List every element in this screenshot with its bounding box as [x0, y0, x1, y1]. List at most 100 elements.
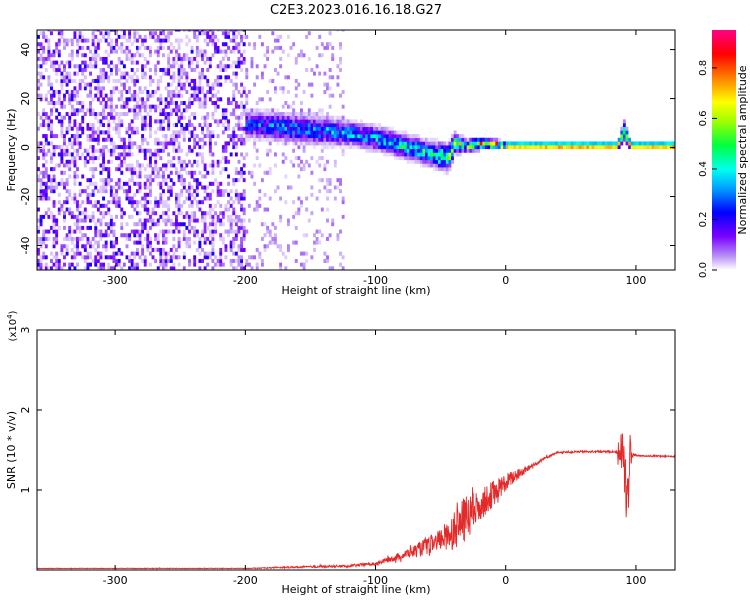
heatmap-cell — [320, 137, 324, 142]
heatmap-cell — [203, 240, 207, 245]
heatmap-cell — [250, 134, 254, 139]
heatmap-cell — [206, 134, 210, 139]
heatmap-cell — [320, 126, 324, 131]
heatmap-cell — [326, 145, 329, 150]
heatmap-cell — [260, 115, 264, 120]
heatmap-cell — [453, 141, 457, 146]
heatmap-cell — [224, 64, 228, 69]
heatmap-cell — [237, 64, 241, 69]
heatmap-cell — [120, 159, 124, 164]
heatmap-cell — [156, 236, 160, 241]
heatmap-cell — [91, 203, 95, 208]
heatmap-cell — [169, 229, 173, 234]
heatmap-cell — [240, 101, 244, 105]
heatmap-cell — [120, 71, 124, 76]
heatmap-cell — [273, 38, 277, 43]
heatmap-cell — [417, 134, 421, 139]
heatmap-cell — [107, 207, 111, 212]
heatmap-cell — [146, 185, 150, 190]
heatmap-cell — [294, 78, 298, 83]
heatmap-cell — [133, 170, 137, 175]
heatmap-cell — [370, 137, 374, 142]
heatmap-cell — [214, 262, 217, 267]
heatmap-cell — [177, 196, 181, 201]
heatmap-cell — [284, 112, 288, 117]
heatmap-cell — [94, 60, 98, 65]
heatmap-cell — [292, 214, 296, 219]
heatmap-cell — [219, 211, 223, 216]
heatmap-cell — [255, 108, 259, 113]
heatmap-cell — [292, 112, 296, 117]
heatmap-cell — [268, 115, 272, 120]
heatmap-cell — [237, 225, 241, 230]
heatmap-cell — [219, 30, 223, 32]
heatmap-cell — [154, 233, 158, 238]
heatmap-cell — [133, 90, 137, 94]
heatmap-cell — [102, 266, 105, 270]
heatmap-cell — [495, 137, 499, 142]
heatmap-cell — [596, 141, 600, 146]
heatmap-cell — [214, 225, 217, 230]
heatmap-cell — [247, 123, 251, 128]
heatmap-cell — [315, 126, 319, 131]
heatmap-cell — [125, 130, 129, 135]
heatmap-cell — [39, 222, 43, 227]
heatmap-cell — [60, 203, 64, 208]
heatmap-cell — [94, 222, 98, 227]
heatmap-cell — [232, 236, 236, 241]
heatmap-cell — [60, 130, 64, 135]
heatmap-cell — [229, 134, 233, 139]
heatmap-cell — [65, 75, 69, 80]
heatmap-cell — [180, 222, 184, 227]
heatmap-cell — [216, 78, 220, 83]
heatmap-cell — [224, 34, 228, 39]
heatmap-cell — [440, 163, 444, 168]
heatmap-cell — [326, 159, 329, 164]
heatmap-cell — [539, 141, 543, 146]
heatmap-cell — [451, 134, 454, 139]
heatmap-cell — [120, 42, 124, 47]
heatmap-cell — [206, 90, 210, 94]
heatmap-cell — [227, 233, 230, 238]
heatmap-cell — [42, 31, 46, 36]
heatmap-cell — [320, 42, 324, 47]
heatmap-cell — [182, 233, 186, 238]
heatmap-cell — [310, 137, 314, 142]
heatmap-cell — [333, 119, 337, 124]
heatmap-cell — [193, 112, 197, 117]
heatmap-cell — [273, 123, 277, 128]
heatmap-cell — [247, 170, 251, 175]
heatmap-cell — [341, 119, 345, 124]
heatmap-cell — [117, 134, 121, 139]
y-tick-label: 2 — [19, 407, 32, 414]
heatmap-cell — [91, 218, 95, 223]
heatmap-cell — [55, 251, 59, 256]
heatmap-cell — [164, 86, 168, 91]
heatmap-cell — [57, 207, 61, 212]
heatmap-cell — [177, 262, 181, 267]
heatmap-cell — [232, 30, 236, 32]
heatmap-cell — [117, 163, 121, 168]
heatmap-cell — [240, 126, 244, 131]
heatmap-cell — [195, 159, 199, 164]
heatmap-cell — [326, 126, 329, 131]
heatmap-cell — [133, 104, 137, 109]
heatmap-cell — [271, 123, 275, 128]
heatmap-cell — [37, 56, 40, 61]
heatmap-cell — [159, 192, 163, 197]
heatmap-cell — [227, 192, 230, 197]
heatmap-cell — [393, 130, 397, 135]
heatmap-cell — [414, 141, 418, 146]
heatmap-cell — [193, 97, 197, 102]
heatmap-cell — [94, 86, 98, 91]
heatmap-cell — [130, 141, 134, 146]
heatmap-cell — [167, 152, 171, 157]
heatmap-cell — [175, 86, 178, 91]
heatmap-cell — [237, 214, 241, 219]
heatmap-cell — [76, 244, 79, 249]
heatmap-cell — [76, 222, 79, 227]
heatmap-cell — [148, 218, 152, 223]
heatmap-cell — [162, 163, 165, 168]
heatmap-cell — [198, 86, 202, 91]
heatmap-cell — [94, 200, 98, 205]
